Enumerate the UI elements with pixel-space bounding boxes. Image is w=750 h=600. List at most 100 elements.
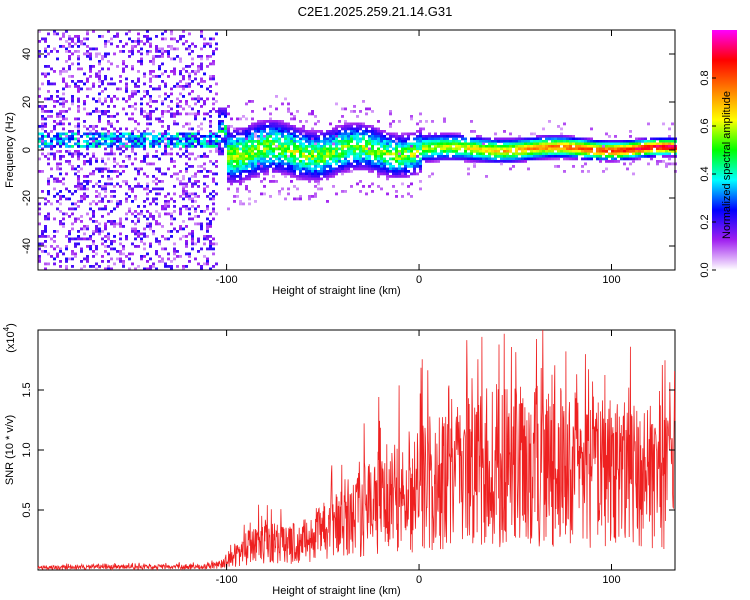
spectrogram-cell [596, 150, 599, 153]
spectrogram-cell [581, 165, 584, 168]
spectrogram-cell [563, 122, 566, 126]
spectrogram-cell [203, 140, 206, 143]
spectrogram-cell [593, 152, 596, 156]
spectrogram-cell [95, 145, 98, 148]
spectrogram-cell [317, 152, 320, 156]
spectrogram-cell [131, 65, 134, 68]
spectrogram-cell [131, 67, 134, 71]
spectrogram-cell [563, 145, 566, 148]
spectrogram-cell [110, 195, 113, 198]
spectrogram-cell [89, 160, 92, 163]
spectrogram-cell [116, 175, 119, 178]
spectrogram-cell [389, 132, 392, 136]
spectrogram-cell [170, 160, 173, 163]
spectrogram-cell [104, 55, 107, 58]
spectrogram-cell [101, 80, 104, 83]
spectrogram-cell [284, 152, 287, 156]
spectrogram-cell [119, 257, 122, 261]
spectrogram-cell [167, 257, 170, 261]
spectrogram-cell [209, 85, 212, 88]
spectrogram-cell [275, 140, 278, 143]
spectrogram-cell [359, 180, 362, 183]
spectrogram-cell [629, 155, 632, 158]
spectrogram-cell [203, 137, 206, 141]
spectrogram-cell [227, 112, 230, 116]
spectrogram-cell [77, 85, 80, 88]
spectrogram-cell [530, 152, 533, 156]
spectrogram-cell [131, 142, 134, 146]
spectrogram-cell [293, 125, 296, 128]
spectrogram-cell [518, 147, 521, 151]
spectrogram-cell [134, 210, 137, 213]
spectrogram-cell [149, 222, 152, 226]
spectrogram-cell [302, 135, 305, 138]
spectrogram-cell [575, 155, 578, 158]
spectrogram-cell [668, 137, 671, 141]
spectrogram-cell [242, 180, 245, 183]
spectrogram-cell [461, 152, 464, 156]
spectrogram-cell [260, 165, 263, 168]
spectrogram-cell [167, 145, 170, 148]
spectrogram-cell [59, 45, 62, 48]
spectrogram-cell [95, 245, 98, 248]
spectrogram-cell [647, 152, 650, 156]
spectrogram-cell [185, 252, 188, 256]
spectrogram-cell [326, 170, 329, 173]
spectrogram-cell [407, 137, 410, 141]
spectrogram-cell [383, 170, 386, 173]
spectrogram-cell [539, 140, 542, 143]
spectrogram-cell [404, 132, 407, 136]
spectrogram-cell [401, 137, 404, 141]
spectrogram-cell [194, 195, 197, 198]
spectrogram-cell [188, 217, 191, 221]
spectrogram-cell [134, 230, 137, 233]
spectrogram-cell [290, 160, 293, 163]
spectrogram-cell [338, 132, 341, 136]
spectrogram-cell [377, 162, 380, 166]
spectrogram-cell [308, 157, 311, 161]
spectrogram-cell [350, 145, 353, 148]
spectrogram-cell [188, 85, 191, 88]
spectrogram-cell [305, 177, 308, 181]
spectrogram-cell [557, 140, 560, 143]
spectrogram-cell [215, 42, 218, 46]
spectrogram-y-tick-label: 0 [21, 147, 33, 153]
spectrogram-cell [74, 50, 77, 53]
spectrogram-cell [65, 172, 68, 176]
spectrogram-cell [524, 147, 527, 151]
spectrogram-cell [131, 212, 134, 216]
spectrogram-cell [158, 120, 161, 123]
spectrogram-cell [86, 212, 89, 216]
spectrogram-cell [491, 157, 494, 161]
spectrogram-cell [629, 130, 632, 133]
spectrogram-cell [344, 155, 347, 158]
spectrogram-cell [113, 52, 116, 56]
spectrogram-cell [77, 180, 80, 183]
spectrogram-cell [113, 35, 116, 38]
spectrogram-cell [119, 232, 122, 236]
spectrogram-cell [107, 95, 110, 98]
spectrogram-cell [269, 120, 272, 123]
spectrogram-cell [248, 132, 251, 136]
spectrogram-cell [254, 152, 257, 156]
spectrogram-cell [275, 165, 278, 168]
spectrogram-cell [137, 230, 140, 233]
spectrogram-cell [239, 177, 242, 181]
spectrogram-cell [641, 140, 644, 143]
spectrogram-cell [584, 142, 587, 146]
spectrogram-cell [200, 225, 203, 228]
spectrogram-cell [44, 47, 47, 51]
spectrogram-cell [347, 122, 350, 126]
spectrogram-cell [584, 150, 587, 153]
spectrogram-cell [194, 135, 197, 138]
spectrogram-cell [221, 107, 224, 111]
spectrogram-cell [434, 147, 437, 151]
spectrogram-cell [104, 52, 107, 56]
spectrogram-cell [110, 170, 113, 173]
spectrogram-cell [71, 62, 74, 66]
spectrogram-cell [332, 175, 335, 178]
spectrogram-cell [65, 212, 68, 216]
spectrogram-cell [455, 135, 458, 138]
spectrogram-cell [62, 177, 65, 181]
spectrogram-cell [239, 182, 242, 186]
